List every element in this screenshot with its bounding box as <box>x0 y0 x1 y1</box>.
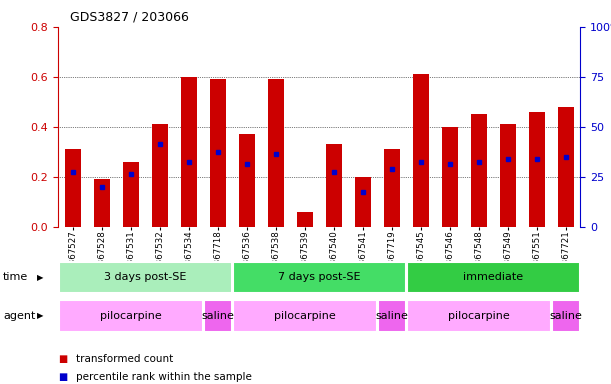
Bar <box>65 149 81 227</box>
Bar <box>558 107 574 227</box>
Bar <box>233 300 377 331</box>
Text: saline: saline <box>375 311 408 321</box>
Bar <box>268 79 284 227</box>
Text: saline: saline <box>549 311 582 321</box>
Text: pilocarpine: pilocarpine <box>274 311 335 321</box>
Bar <box>384 149 400 227</box>
Bar <box>123 162 139 227</box>
Text: ▶: ▶ <box>37 311 43 320</box>
Bar <box>233 262 406 293</box>
Bar <box>59 262 232 293</box>
Bar <box>59 300 203 331</box>
Bar <box>552 300 580 331</box>
Text: GDS3827 / 203066: GDS3827 / 203066 <box>70 10 189 23</box>
Bar <box>297 212 313 227</box>
Text: ■: ■ <box>58 372 67 382</box>
Bar <box>210 79 225 227</box>
Bar <box>471 114 487 227</box>
Text: 3 days post-SE: 3 days post-SE <box>104 272 186 283</box>
Text: immediate: immediate <box>463 272 524 283</box>
Bar <box>500 124 516 227</box>
Bar <box>326 144 342 227</box>
Bar <box>529 112 545 227</box>
Text: pilocarpine: pilocarpine <box>448 311 510 321</box>
Text: ■: ■ <box>58 354 67 364</box>
Text: saline: saline <box>201 311 234 321</box>
Bar <box>442 127 458 227</box>
Bar <box>407 300 551 331</box>
Text: time: time <box>3 272 28 283</box>
Text: pilocarpine: pilocarpine <box>100 311 161 321</box>
Bar <box>152 124 167 227</box>
Bar <box>355 177 371 227</box>
Bar <box>413 74 429 227</box>
Text: 7 days post-SE: 7 days post-SE <box>278 272 360 283</box>
Bar <box>407 262 580 293</box>
Bar <box>93 179 109 227</box>
Text: ▶: ▶ <box>37 273 43 282</box>
Bar <box>239 134 255 227</box>
Text: agent: agent <box>3 311 35 321</box>
Bar <box>378 300 406 331</box>
Text: transformed count: transformed count <box>76 354 174 364</box>
Bar <box>203 300 232 331</box>
Bar <box>181 77 197 227</box>
Text: percentile rank within the sample: percentile rank within the sample <box>76 372 252 382</box>
